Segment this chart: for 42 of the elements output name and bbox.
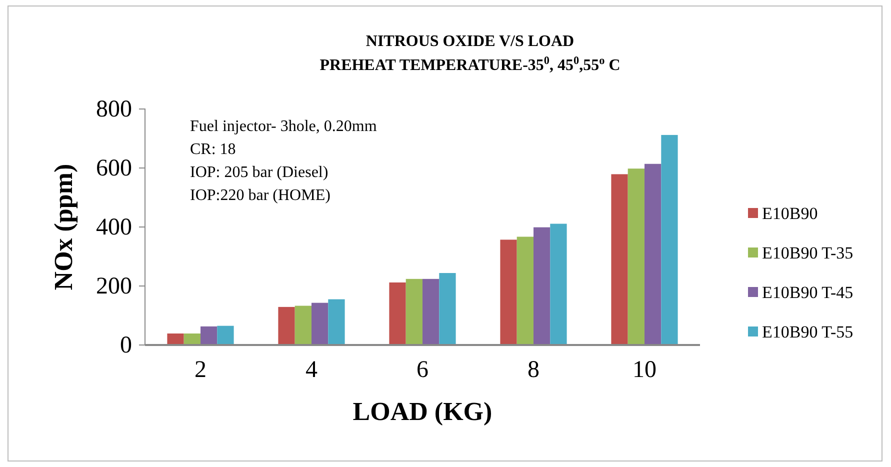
bar <box>389 282 406 345</box>
bar <box>328 299 345 345</box>
bar <box>312 302 328 345</box>
bar <box>516 236 534 345</box>
legend-label: E10B90 <box>762 204 818 223</box>
x-tick-label: 2 <box>194 356 206 383</box>
x-tick-label: 8 <box>528 356 540 383</box>
bar <box>422 278 440 345</box>
bar <box>500 240 517 345</box>
x-tick-label: 4 <box>306 356 318 383</box>
chart-subtitle: PREHEAT TEMPERATURE-35$^{0}$, 45$^{0}$,55$^{o}$ C <box>320 55 620 74</box>
annotation: IOP: 205 bar (Diesel) <box>190 164 328 181</box>
bar <box>550 224 567 345</box>
bar <box>406 278 422 345</box>
bar <box>278 306 295 345</box>
bar <box>167 333 184 345</box>
annotation: Fuel injector- 3hole, 0.20mm <box>190 118 378 135</box>
bar <box>184 333 200 345</box>
annotation: CR: 18 <box>190 141 236 158</box>
bar <box>644 164 662 345</box>
bar <box>294 306 312 345</box>
x-tick-label: 10 <box>632 356 656 383</box>
bar <box>200 326 218 345</box>
y-tick-label: 600 <box>96 156 132 182</box>
annotation: IOP:220 bar (HOME) <box>190 187 330 204</box>
bar <box>534 227 550 345</box>
bar <box>661 134 678 345</box>
bar <box>217 326 234 345</box>
legend-label: E10B90 T-35 <box>762 244 854 262</box>
chart-title: NITROUS OXIDE V/S LOAD <box>366 33 574 50</box>
x-axis-title: LOAD (KG) <box>352 397 492 426</box>
x-tick-label: 6 <box>416 356 428 383</box>
legend-label: E10B90 T-45 <box>762 283 854 302</box>
y-tick-label: 400 <box>96 214 132 241</box>
y-tick-label: 200 <box>96 274 132 300</box>
y-axis-title: NOx (ppm) <box>49 164 78 290</box>
y-tick-label: 0 <box>120 332 132 359</box>
bar <box>439 273 456 345</box>
legend-label: E10B90 T-55 <box>762 322 854 342</box>
bar <box>628 168 644 345</box>
y-tick-label: 800 <box>96 96 132 123</box>
bar <box>611 174 628 345</box>
